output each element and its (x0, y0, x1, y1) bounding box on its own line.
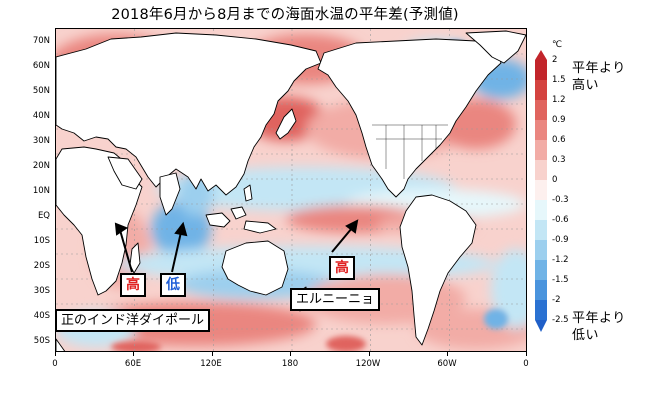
west-high-text: 高 (126, 277, 140, 293)
lat-label-40s: 40S (33, 311, 50, 321)
colorbar-tick-label: -0.9 (552, 235, 569, 245)
lat-label-10s: 10S (33, 236, 50, 246)
land-borneo (230, 206, 247, 220)
land-greenland (465, 30, 526, 64)
land-eurasia (56, 32, 322, 196)
colorbar-bottom-arrow (535, 320, 547, 332)
colorbar-tick-label: -0.3 (552, 195, 569, 205)
colorbar-tick-label: 0.3 (552, 155, 566, 165)
colorbar-tick-label: -1.2 (552, 255, 569, 265)
colorbar-tick-label: -0.6 (552, 215, 569, 225)
pacific-high-mark: 高 (329, 256, 355, 280)
lat-label-70n: 70N (32, 36, 50, 46)
lon-label-0-east: 0 (523, 359, 529, 369)
colorbar-tick-label: -2.5 (552, 315, 569, 325)
lon-label-60e: 60E (124, 359, 142, 369)
xtick (447, 352, 448, 356)
xtick (526, 352, 527, 356)
colorbar-segment (535, 140, 547, 160)
east-low-mark: 低 (160, 273, 186, 297)
colorbar-top-arrow (535, 50, 547, 60)
xtick (369, 352, 370, 356)
lon-label-120w: 120W (355, 359, 381, 369)
colorbar-tick-label: -1.5 (552, 275, 569, 285)
xtick (133, 352, 134, 356)
legend-low-label: 平年より 低い (572, 311, 626, 343)
colorbar-tick-label: 1.2 (552, 95, 566, 105)
colorbar-tick-label: 0 (552, 175, 558, 185)
lat-label-50n: 50N (32, 86, 50, 96)
us-state-lines (372, 124, 448, 179)
colorbar-segment (535, 300, 547, 320)
lat-label-50s: 50S (33, 336, 50, 346)
east-low-text: 低 (166, 277, 180, 293)
xtick (55, 352, 56, 356)
pacific-high-text: 高 (335, 260, 349, 276)
land-africa-tip (56, 338, 66, 351)
colorbar-segment (535, 100, 547, 120)
lat-label-30n: 30N (32, 136, 50, 146)
lon-label-60w: 60W (437, 359, 457, 369)
colorbar (535, 50, 547, 342)
colorbar-tick-label: 0.6 (552, 135, 566, 145)
indian-ocean-dipole-box: 正のインド洋ダイポール (55, 309, 211, 332)
legend-high-label: 平年より 高い (572, 61, 626, 93)
colorbar-segment (535, 220, 547, 240)
colorbar-segment (535, 60, 547, 80)
lon-label-120e: 120E (200, 359, 222, 369)
land-new-guinea (243, 220, 277, 234)
lat-label-60n: 60N (32, 61, 50, 71)
lat-label-20n: 20N (32, 161, 50, 171)
colorbar-tick-label: 1.5 (552, 75, 566, 85)
colorbar-segment (535, 80, 547, 100)
el-nino-text: エルニーニョ (296, 292, 375, 307)
land-south-america (399, 194, 477, 346)
land-philippines (243, 184, 253, 202)
lat-label-eq: EQ (37, 211, 50, 221)
xtick (290, 352, 291, 356)
indian-ocean-dipole-text: 正のインド洋ダイポール (61, 313, 205, 328)
land-australia (221, 240, 289, 296)
el-nino-box: エルニーニョ (290, 288, 381, 311)
colorbar-segment (535, 180, 547, 200)
lat-label-40n: 40N (32, 111, 50, 121)
colorbar-segment (535, 280, 547, 300)
colorbar-segment (535, 120, 547, 140)
colorbar-tick-label: -2 (552, 295, 561, 305)
lon-label-0-west: 0 (52, 359, 58, 369)
colorbar-segment (535, 240, 547, 260)
land-indonesia (205, 212, 231, 228)
lon-label-180: 180 (281, 359, 299, 369)
land-arabia (107, 156, 143, 190)
land-japan (275, 108, 297, 140)
xtick (212, 352, 213, 356)
colorbar-segment (535, 160, 547, 180)
lat-label-10n: 10N (32, 186, 50, 196)
colorbar-segment (535, 200, 547, 220)
colorbar-unit: ℃ (552, 40, 563, 50)
lat-label-30s: 30S (33, 286, 50, 296)
land-india (159, 172, 181, 216)
colorbar-tick-label: 2 (552, 55, 558, 65)
map-title: 2018年6月から8月までの海面水温の平年差(予測値) (111, 7, 459, 23)
colorbar-segment (535, 260, 547, 280)
colorbar-tick-label: 0.9 (552, 115, 566, 125)
colorbar-svg (535, 50, 547, 332)
lat-label-20s: 20S (33, 261, 50, 271)
west-high-mark: 高 (120, 273, 146, 297)
